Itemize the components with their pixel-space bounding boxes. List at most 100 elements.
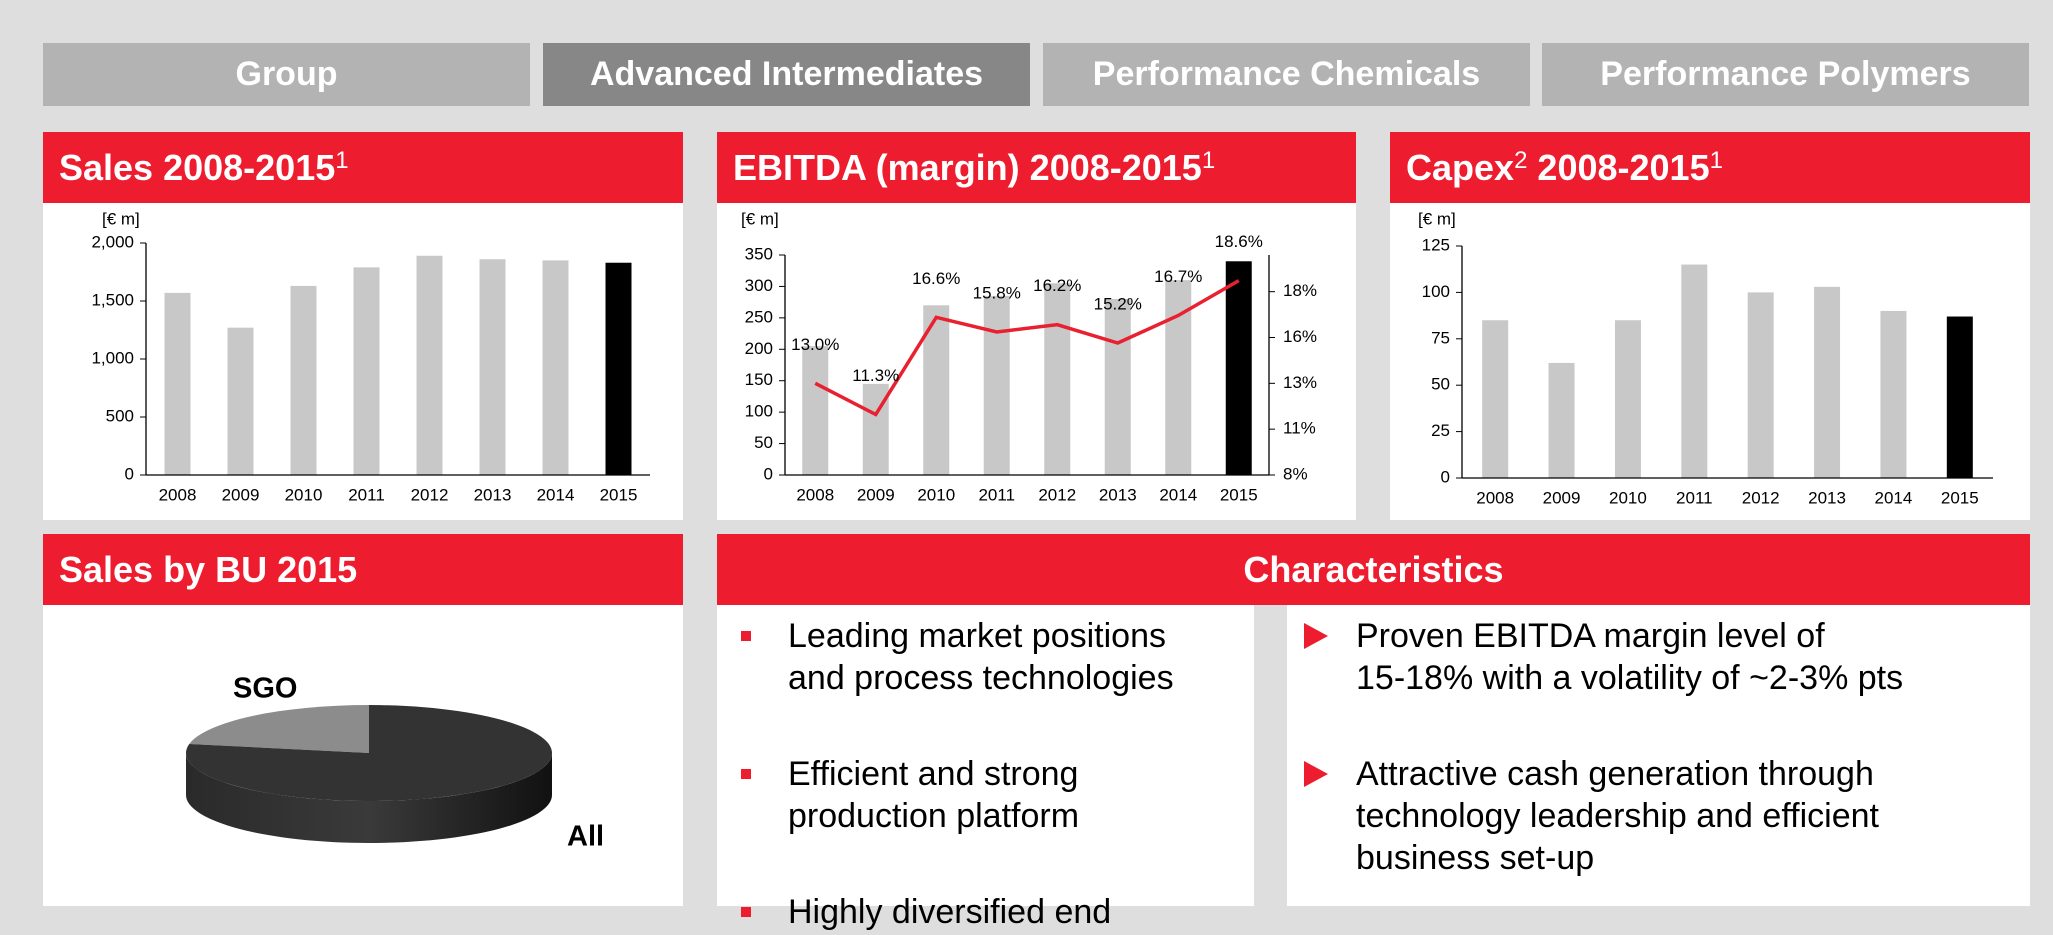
x-tick-label: 2008 <box>796 485 834 504</box>
y2-tick-label: 8% <box>1283 464 1308 483</box>
x-tick-label: 2013 <box>1099 485 1137 504</box>
panel-title: EBITDA (margin) 2008-2015 <box>733 147 1202 188</box>
x-tick-label: 2015 <box>1220 485 1258 504</box>
data-label: 16.2% <box>1033 276 1081 295</box>
y-tick-label: 0 <box>1441 467 1450 486</box>
bar <box>1814 286 1841 478</box>
footnote-mark: 2 <box>1514 147 1528 174</box>
panel-title: Sales 2008-2015 <box>59 147 336 188</box>
y-tick-label: 100 <box>745 402 773 421</box>
tab[interactable]: Advanced Intermediates <box>543 43 1030 106</box>
list-item-line: and process technologies <box>788 659 1174 697</box>
bullet <box>741 631 751 641</box>
bar <box>1747 292 1774 478</box>
x-tick-label: 2011 <box>348 485 385 504</box>
bar <box>1548 362 1575 478</box>
tab[interactable]: Group <box>43 43 530 106</box>
panel-header: Sales by BU 2015 <box>43 534 683 605</box>
bullet <box>741 769 751 779</box>
unit-label: [€ m] <box>741 209 779 228</box>
bar <box>1614 320 1641 478</box>
panel-title: Capex <box>1406 147 1515 188</box>
list-item-line: Efficient and strong <box>788 755 1079 793</box>
pie-label: All <box>567 821 604 853</box>
y-tick-label: 2,000 <box>91 232 134 251</box>
y2-tick-label: 13% <box>1283 373 1317 392</box>
list-item-line: Highly diversified end <box>788 893 1112 931</box>
data-label: 13.0% <box>791 335 839 354</box>
bar <box>983 295 1010 475</box>
panel-header: EBITDA (margin) 2008-20151 <box>717 132 1356 203</box>
panel: Capex2 2008-20151 [€ m] 0 25 50 75 100 125 2008 2… <box>1390 132 2030 520</box>
tab[interactable]: Performance Chemicals <box>1043 43 1530 106</box>
bar <box>164 292 191 475</box>
y-tick-label: 1,500 <box>91 290 134 309</box>
unit-label: [€ m] <box>1418 209 1456 228</box>
bar <box>1225 261 1252 475</box>
data-label: 16.7% <box>1154 267 1202 286</box>
x-tick-label: 2014 <box>537 485 575 504</box>
bar <box>1165 280 1192 475</box>
y-tick-label: 125 <box>1422 235 1450 254</box>
data-label: 16.6% <box>912 269 960 288</box>
characteristics-left: Leading market positions and process tech… <box>717 605 1254 931</box>
data-label: 18.6% <box>1215 232 1263 251</box>
bar <box>479 259 506 475</box>
panel-title: Sales by BU 2015 <box>59 549 358 590</box>
x-tick-label: 2014 <box>1159 485 1197 504</box>
panel-header: Capex2 2008-20151 <box>1390 132 2030 203</box>
panel: Sales 2008-20151 [€ m] 0 500 1,000 1,500 2,000… <box>43 132 683 520</box>
unit-label: [€ m] <box>102 209 140 228</box>
x-tick-label: 2012 <box>1038 485 1076 504</box>
bar <box>1044 283 1071 475</box>
y-tick-label: 250 <box>745 307 773 326</box>
characteristics-header: Characteristics <box>717 534 2030 605</box>
pie-side <box>186 753 552 843</box>
bar <box>1946 316 1973 478</box>
x-tick-label: 2009 <box>857 485 895 504</box>
chart: [€ m] 0 25 50 75 100 125 2008 2009 2010 2011 2012 20… <box>1418 209 1993 507</box>
y-tick-label: 50 <box>1431 375 1450 394</box>
tab[interactable]: Performance Polymers <box>1542 43 2029 106</box>
y-tick-label: 1,000 <box>91 348 134 367</box>
bar <box>542 260 569 475</box>
margin-line <box>814 279 1240 417</box>
y-tick-label: 0 <box>125 464 134 483</box>
pie-slice <box>185 705 552 801</box>
x-tick-label: 2008 <box>159 485 197 504</box>
list-item-line: Proven EBITDA margin level of <box>1356 617 1825 655</box>
y-tick-label: 300 <box>745 276 773 295</box>
list-item-line: Leading market positions <box>788 617 1167 655</box>
x-tick-label: 2014 <box>1875 488 1913 507</box>
panel-title: 2008-2015 <box>1527 147 1710 188</box>
bar <box>605 262 632 475</box>
footnote-mark: 1 <box>1201 147 1216 174</box>
y-tick-label: 75 <box>1431 328 1450 347</box>
chart: [€ m] 0 50 100 150 200 250 300 350 2008 2009 2010 20… <box>741 209 1317 504</box>
data-label: 11.3% <box>852 366 899 385</box>
y-tick-label: 200 <box>745 339 773 358</box>
x-tick-label: 2015 <box>600 485 638 504</box>
x-tick-label: 2011 <box>1676 488 1713 507</box>
bullet <box>1304 623 1328 649</box>
x-tick-label: 2010 <box>917 485 955 504</box>
y-tick-label: 350 <box>745 244 773 263</box>
bar <box>353 267 380 475</box>
x-tick-label: 2012 <box>1742 488 1780 507</box>
x-tick-label: 2010 <box>285 485 323 504</box>
bar <box>1681 264 1708 478</box>
chart: SGO All <box>185 673 604 853</box>
data-label: 15.8% <box>973 283 1021 302</box>
y2-tick-label: 18% <box>1283 281 1317 300</box>
bar <box>1482 320 1509 478</box>
y2-tick-label: 11% <box>1283 419 1316 438</box>
list-item-line: business set-up <box>1356 839 1595 877</box>
y-tick-label: 150 <box>745 370 773 389</box>
list-item-line: 15-18% with a volatility of ~2-3% pts <box>1356 659 1904 697</box>
y-tick-label: 500 <box>106 406 134 425</box>
bar <box>1104 299 1131 475</box>
bar <box>416 255 443 475</box>
list-item-line: Attractive cash generation through <box>1356 755 1874 793</box>
chart: [€ m] 0 500 1,000 1,500 2,000 2008 2009 2010 2011… <box>91 209 650 504</box>
